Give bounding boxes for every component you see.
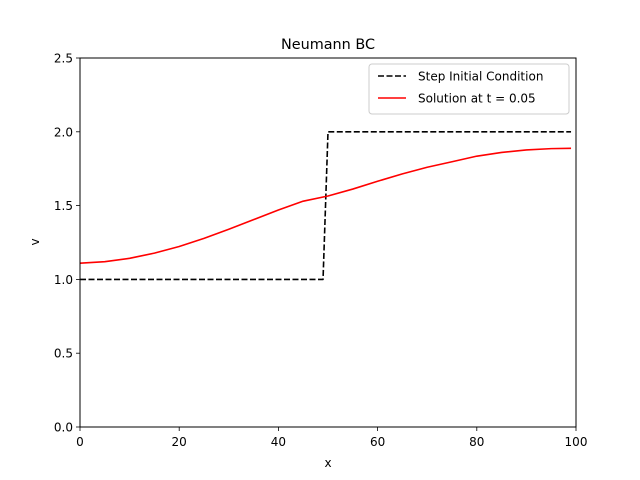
legend-label-1: Step Initial Condition <box>418 70 543 84</box>
x-tick-label: 20 <box>172 435 187 449</box>
x-tick-label: 40 <box>271 435 286 449</box>
x-axis-ticks: 0 20 40 60 80 100 <box>76 427 587 449</box>
axes-frame <box>79 57 577 428</box>
y-axis-ticks: 0.0 0.5 1.0 1.5 2.0 2.5 <box>54 52 80 435</box>
legend: Step Initial Condition Solution at t = 0.… <box>368 63 570 115</box>
series-line-1 <box>80 131 572 281</box>
y-tick-label: 2.5 <box>54 52 73 66</box>
y-tick-label: 2.0 <box>54 125 73 139</box>
y-tick-label: 0.0 <box>54 421 73 435</box>
y-axis-label: v <box>28 238 42 245</box>
x-tick-label: 100 <box>565 435 588 449</box>
chart-title: Neumann BC <box>281 37 375 53</box>
y-tick-label: 1.5 <box>54 199 73 213</box>
x-tick-label: 80 <box>469 435 484 449</box>
y-tick-label: 0.5 <box>54 347 73 361</box>
x-tick-label: 60 <box>370 435 385 449</box>
x-axis-label: x <box>324 456 331 470</box>
series-line-2 <box>79 147 572 264</box>
plot-area <box>79 131 572 281</box>
legend-label-2: Solution at t = 0.05 <box>418 92 536 106</box>
legend-box <box>368 63 570 115</box>
x-tick-label: 0 <box>76 435 84 449</box>
y-tick-label: 1.0 <box>54 273 73 287</box>
